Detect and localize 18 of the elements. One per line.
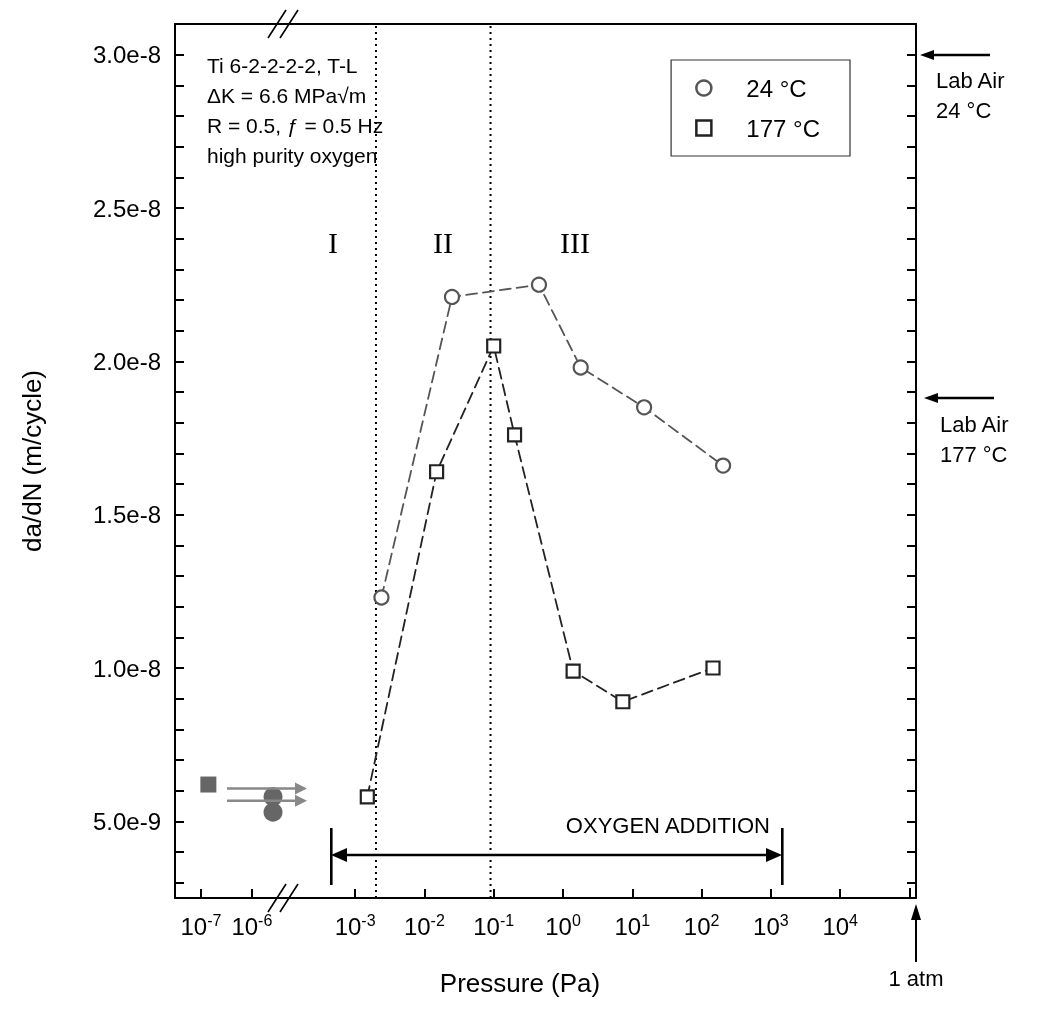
annotation: OXYGEN ADDITION — [565, 813, 770, 838]
legend-label: 24 °C — [746, 74, 807, 102]
x-axis-title: Pressure (Pa) — [439, 968, 601, 998]
annotation: I — [328, 226, 338, 259]
y-tick-label: 5.0e-9 — [92, 807, 161, 835]
text: Lab Air 24 °C — [936, 68, 1005, 123]
annotation: Ti 6-2-2-2-2, T-L ΔK = 6.6 MPa√m R = 0.5, ƒ = 0.5 Hz high purity oxygen — [207, 54, 384, 167]
annotation: III — [560, 226, 590, 259]
y-tick-label: 3.0e-8 — [92, 41, 161, 69]
text: 1 atm — [888, 966, 944, 991]
y-tick-label: 2.0e-8 — [92, 347, 161, 375]
annotation: II — [433, 226, 453, 259]
y-tick-label: 1.0e-8 — [92, 654, 161, 682]
text: Lab Air 177 °C — [940, 412, 1009, 467]
y-tick-label: 2.5e-8 — [92, 194, 161, 222]
legend-label: 177 °C — [746, 114, 820, 142]
y-tick-label: 1.5e-8 — [92, 501, 161, 529]
y-axis-title: da/dN (m/cycle) — [17, 369, 47, 553]
